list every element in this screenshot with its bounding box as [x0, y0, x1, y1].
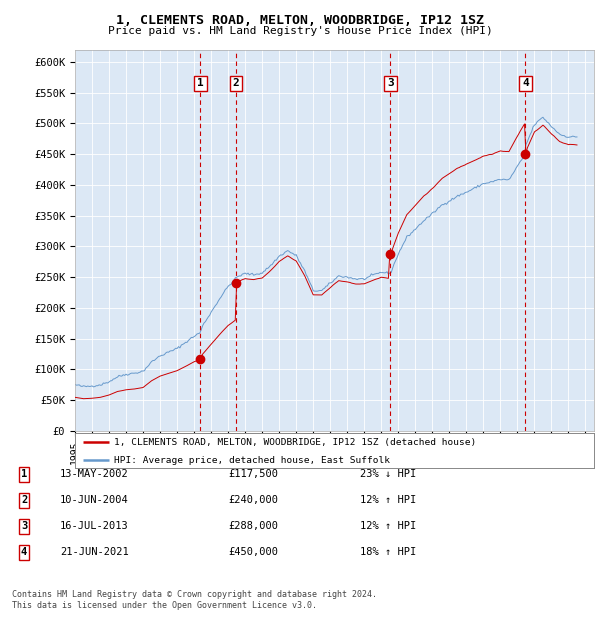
Text: 3: 3	[387, 78, 394, 89]
Text: 2: 2	[21, 495, 27, 505]
Text: Contains HM Land Registry data © Crown copyright and database right 2024.: Contains HM Land Registry data © Crown c…	[12, 590, 377, 600]
Text: £240,000: £240,000	[228, 495, 278, 505]
Text: 1: 1	[197, 78, 204, 89]
Text: 3: 3	[21, 521, 27, 531]
Text: 1, CLEMENTS ROAD, MELTON, WOODBRIDGE, IP12 1SZ (detached house): 1, CLEMENTS ROAD, MELTON, WOODBRIDGE, IP…	[114, 438, 476, 447]
Text: 4: 4	[21, 547, 27, 557]
Text: 12% ↑ HPI: 12% ↑ HPI	[360, 495, 416, 505]
Text: 23% ↓ HPI: 23% ↓ HPI	[360, 469, 416, 479]
Text: 10-JUN-2004: 10-JUN-2004	[60, 495, 129, 505]
Text: 16-JUL-2013: 16-JUL-2013	[60, 521, 129, 531]
Text: 4: 4	[522, 78, 529, 89]
Text: 1, CLEMENTS ROAD, MELTON, WOODBRIDGE, IP12 1SZ: 1, CLEMENTS ROAD, MELTON, WOODBRIDGE, IP…	[116, 14, 484, 27]
Text: 21-JUN-2021: 21-JUN-2021	[60, 547, 129, 557]
Text: £450,000: £450,000	[228, 547, 278, 557]
Text: 13-MAY-2002: 13-MAY-2002	[60, 469, 129, 479]
Text: £288,000: £288,000	[228, 521, 278, 531]
Text: 12% ↑ HPI: 12% ↑ HPI	[360, 521, 416, 531]
Text: Price paid vs. HM Land Registry's House Price Index (HPI): Price paid vs. HM Land Registry's House …	[107, 26, 493, 36]
Text: This data is licensed under the Open Government Licence v3.0.: This data is licensed under the Open Gov…	[12, 601, 317, 611]
Text: 1: 1	[21, 469, 27, 479]
Text: 18% ↑ HPI: 18% ↑ HPI	[360, 547, 416, 557]
Text: £117,500: £117,500	[228, 469, 278, 479]
Text: 2: 2	[233, 78, 239, 89]
Text: HPI: Average price, detached house, East Suffolk: HPI: Average price, detached house, East…	[114, 456, 390, 465]
